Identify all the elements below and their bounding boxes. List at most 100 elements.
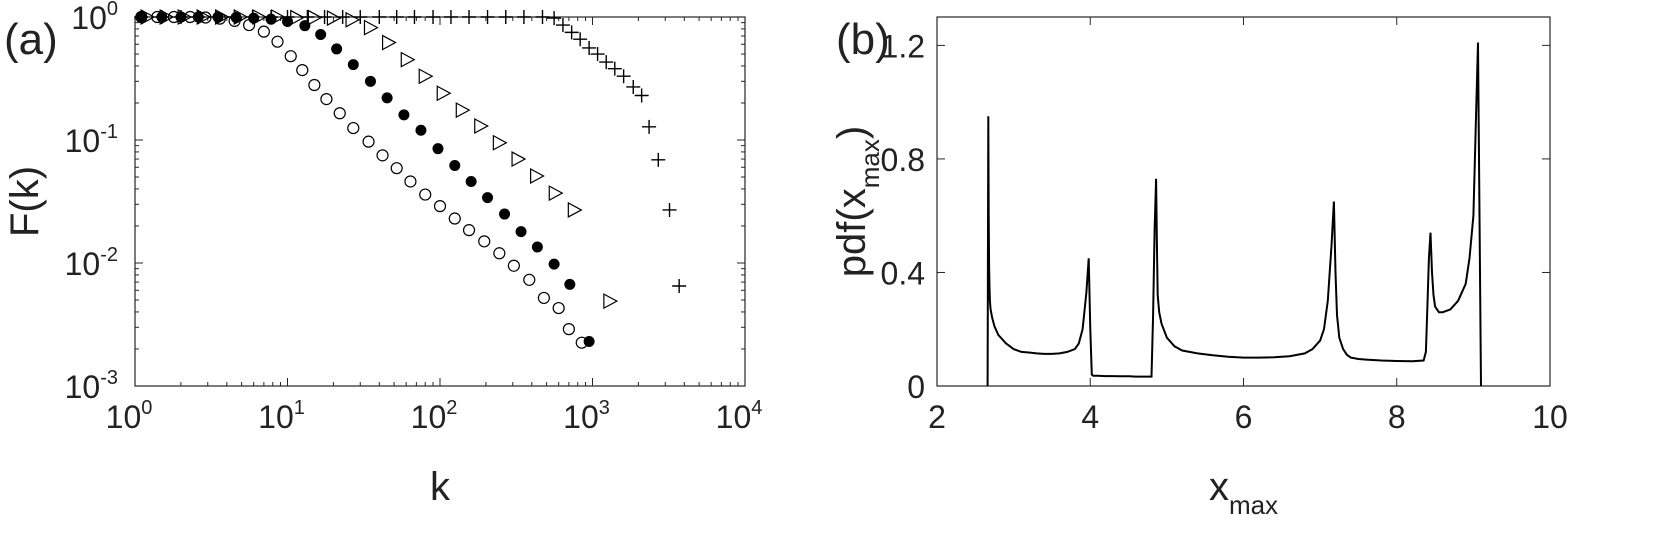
- data-point-plus: [209, 10, 224, 24]
- data-point-plus: [245, 10, 260, 24]
- panel-a-plot-frame: [134, 16, 746, 387]
- data-point-open-circle: [271, 35, 284, 48]
- panel-a-ticks: 100 101 102 103 104 100 10-1 10-2 10-3: [65, 0, 763, 435]
- data-point-open-circle: [404, 175, 417, 188]
- data-point-plus: [555, 18, 570, 33]
- panel-b-y-axis-label-sub: max: [855, 139, 885, 188]
- data-point-open-circle: [462, 224, 476, 237]
- data-point-filled-circle: [515, 226, 527, 238]
- data-point-plus: [264, 10, 279, 24]
- data-point-plus: [335, 10, 350, 24]
- data-point-open-circle: [257, 25, 270, 38]
- data-point-open-triangle: [492, 134, 508, 151]
- panel-a-y-tick-label: 100: [71, 0, 118, 36]
- data-point-plus: [642, 119, 657, 134]
- data-point-plus: [516, 10, 531, 24]
- data-point-plus: [662, 202, 677, 217]
- panel-b-y-axis-label-main: pdf(x: [830, 188, 874, 277]
- data-point-plus: [154, 10, 169, 24]
- data-point-open-triangle: [326, 10, 342, 27]
- data-point-plus: [573, 32, 588, 47]
- data-point-open-triangle: [530, 167, 545, 184]
- data-point-plus: [626, 79, 641, 94]
- data-point-open-circle: [478, 235, 491, 248]
- data-point-plus: [389, 10, 404, 24]
- data-point-plus: [372, 10, 387, 24]
- data-point-plus: [599, 55, 614, 70]
- panel-b-label: (b): [836, 15, 890, 64]
- data-point-plus: [462, 10, 477, 24]
- panel-b-y-tick-label: 0.8: [881, 142, 925, 178]
- panel-a-y-tick-label: 10-1: [65, 121, 118, 159]
- data-point-open-circle: [493, 247, 506, 260]
- panel-b-y-tick-label: 1.2: [881, 28, 925, 64]
- panel-a-y-axis-label: F(k): [3, 166, 47, 237]
- data-point-open-circle: [347, 121, 360, 135]
- data-point-plus: [134, 10, 149, 24]
- data-point-filled-circle: [465, 175, 477, 187]
- data-point-filled-circle: [331, 43, 343, 55]
- data-point-open-triangle: [345, 11, 361, 28]
- panel-a-y-tick-label: 10-2: [65, 244, 118, 282]
- panel-a: 100 101 102 103 104 100 10-1 10-2 10-3 (a) k F(k…: [3, 0, 762, 509]
- data-point-open-circle: [448, 212, 461, 225]
- data-point-open-circle: [333, 107, 346, 120]
- data-point-open-triangle: [603, 293, 619, 310]
- data-point-plus: [353, 10, 368, 24]
- data-point-plus: [607, 61, 622, 76]
- data-point-open-circle: [308, 78, 321, 92]
- data-point-plus: [672, 279, 687, 294]
- data-point-open-circle: [562, 323, 575, 336]
- data-point-plus: [582, 40, 597, 55]
- panel-a-x-tick-label: 103: [563, 397, 610, 435]
- data-point-filled-circle: [381, 92, 393, 104]
- data-point-filled-circle: [564, 278, 576, 290]
- data-point-open-triangle: [418, 68, 434, 85]
- panel-b-x-tick-label: 8: [1388, 399, 1406, 435]
- data-point-open-triangle: [474, 117, 490, 134]
- data-point-plus: [616, 69, 631, 84]
- data-point-open-circle: [507, 259, 520, 272]
- panel-a-y-tick-label: 10-3: [65, 367, 118, 405]
- panel-a-x-tick-label: 104: [716, 397, 763, 435]
- data-point-open-triangle: [363, 19, 379, 36]
- data-point-open-circle: [433, 200, 447, 213]
- data-point-plus: [173, 10, 188, 24]
- data-point-open-triangle: [381, 34, 397, 51]
- data-point-filled-circle: [548, 258, 560, 270]
- panel-b-x-axis-label-main: x: [1209, 465, 1229, 509]
- data-point-open-triangle: [400, 51, 416, 68]
- data-point-open-triangle: [436, 85, 452, 102]
- data-point-filled-circle: [432, 143, 444, 155]
- data-point-filled-circle: [347, 59, 359, 71]
- data-point-open-triangle: [455, 102, 471, 119]
- data-point-filled-circle: [415, 124, 427, 136]
- data-point-filled-circle: [499, 208, 511, 220]
- data-point-plus: [498, 10, 513, 24]
- data-point-open-triangle: [567, 201, 583, 218]
- data-point-plus: [191, 10, 206, 24]
- data-point-open-circle: [284, 50, 297, 63]
- panel-b-x-tick-label: 2: [928, 399, 946, 435]
- data-point-plus: [280, 10, 295, 24]
- data-point-plus: [590, 47, 605, 62]
- data-point-plus: [443, 10, 458, 24]
- data-point-plus: [227, 10, 242, 24]
- panel-b-pdf-line: [986, 42, 1482, 387]
- panel-b-x-tick-label: 4: [1081, 399, 1099, 435]
- panel-a-x-tick-label: 100: [106, 397, 153, 435]
- panel-b-x-tick-label: 6: [1235, 399, 1253, 435]
- data-point-open-circle: [537, 291, 550, 305]
- data-point-plus: [634, 88, 649, 103]
- data-point-filled-circle: [583, 336, 595, 348]
- data-point-plus: [564, 25, 579, 40]
- data-point-open-circle: [552, 301, 565, 315]
- data-point-open-circle: [320, 93, 333, 106]
- data-point-plus: [426, 10, 441, 24]
- data-point-open-circle: [523, 273, 536, 286]
- data-point-plus: [651, 152, 666, 167]
- panel-b-x-axis-label-sub: max: [1229, 490, 1278, 520]
- data-point-plus: [300, 10, 315, 24]
- data-point-filled-circle: [531, 241, 543, 253]
